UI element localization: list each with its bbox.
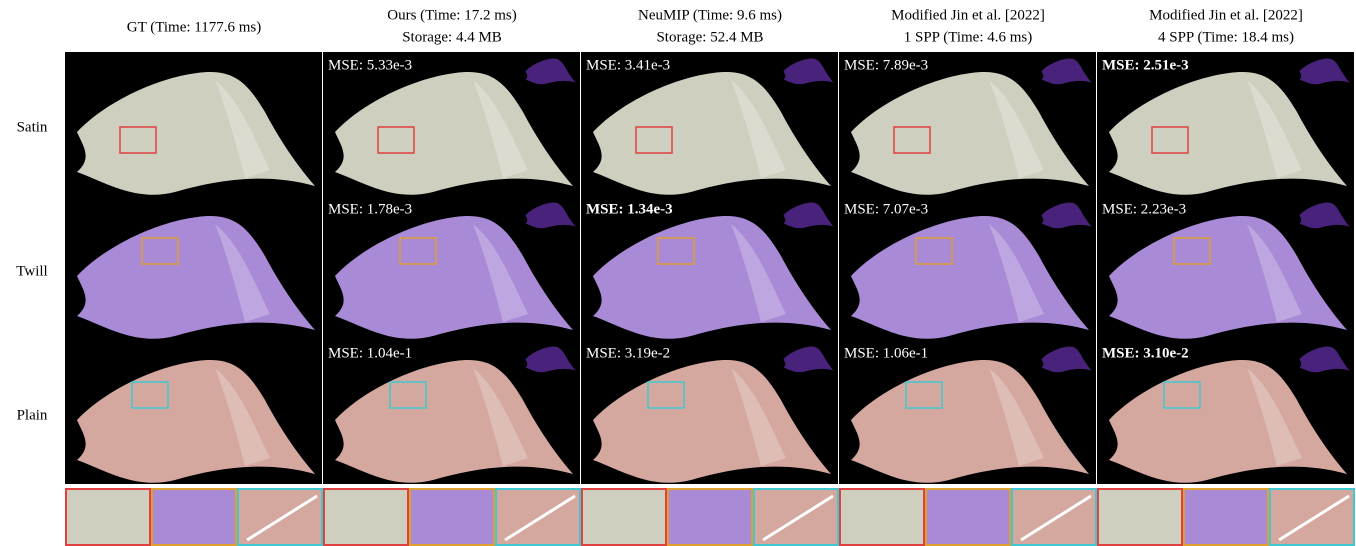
mse-label: MSE: 2.23e-3 xyxy=(1102,201,1186,217)
mse-label: MSE: 5.33e-3 xyxy=(328,57,412,73)
column-header: Storage: 52.4 MB xyxy=(656,29,763,45)
mse-label: MSE: 7.89e-3 xyxy=(844,57,928,73)
panel: MSE: 7.89e-3 xyxy=(839,52,1096,196)
row-label: Twill xyxy=(16,263,47,279)
mse-label: MSE: 1.04e-1 xyxy=(328,345,412,361)
mse-label: MSE: 1.06e-1 xyxy=(844,345,928,361)
zoom-crop xyxy=(1184,489,1268,545)
column-header: NeuMIP (Time: 9.6 ms) xyxy=(638,7,782,23)
zoom-crop xyxy=(410,489,494,545)
mse-label: MSE: 3.41e-3 xyxy=(586,57,670,73)
mse-label: MSE: 3.19e-2 xyxy=(586,345,670,361)
panel xyxy=(65,196,322,340)
panel: MSE: 1.34e-3 xyxy=(581,196,838,340)
panel xyxy=(65,340,322,484)
figure: GT (Time: 1177.6 ms) Ours (Time: 17.2 ms)… xyxy=(0,0,1356,546)
panel: MSE: 5.33e-3 xyxy=(323,52,580,196)
panel: MSE: 3.41e-3 xyxy=(581,52,838,196)
mse-label: MSE: 7.07e-3 xyxy=(844,201,928,217)
column-header: 4 SPP (Time: 18.4 ms) xyxy=(1158,29,1294,45)
zoom-crop xyxy=(668,489,752,545)
panel: MSE: 1.06e-1 xyxy=(839,340,1096,484)
zoom-crop xyxy=(324,489,408,545)
panel: MSE: 1.04e-1 xyxy=(323,340,580,484)
zoom-crop xyxy=(66,489,150,545)
column-header: Modified Jin et al. [2022] xyxy=(1149,7,1303,23)
row-label: Satin xyxy=(17,119,48,135)
zoom-crop xyxy=(840,489,924,545)
column-header: 1 SPP (Time: 4.6 ms) xyxy=(904,29,1033,45)
zoom-crop xyxy=(926,489,1010,545)
zoom-crop xyxy=(1098,489,1182,545)
zoom-crop xyxy=(152,489,236,545)
mse-label: MSE: 3.10e-2 xyxy=(1102,345,1189,361)
panel xyxy=(65,52,322,196)
mse-label: MSE: 2.51e-3 xyxy=(1102,57,1189,73)
zoom-crop xyxy=(582,489,666,545)
panel: MSE: 3.19e-2 xyxy=(581,340,838,484)
column-header: Ours (Time: 17.2 ms) xyxy=(387,7,516,23)
panel: MSE: 2.51e-3 xyxy=(1097,52,1354,196)
panel: MSE: 1.78e-3 xyxy=(323,196,580,340)
panel: MSE: 7.07e-3 xyxy=(839,196,1096,340)
panel: MSE: 3.10e-2 xyxy=(1097,340,1354,484)
mse-label: MSE: 1.78e-3 xyxy=(328,201,412,217)
column-header: Modified Jin et al. [2022] xyxy=(891,7,1045,23)
panel: MSE: 2.23e-3 xyxy=(1097,196,1354,340)
column-header: GT (Time: 1177.6 ms) xyxy=(127,19,261,35)
column-header: Storage: 4.4 MB xyxy=(402,29,502,45)
mse-label: MSE: 1.34e-3 xyxy=(586,201,673,217)
row-label: Plain xyxy=(17,407,48,423)
